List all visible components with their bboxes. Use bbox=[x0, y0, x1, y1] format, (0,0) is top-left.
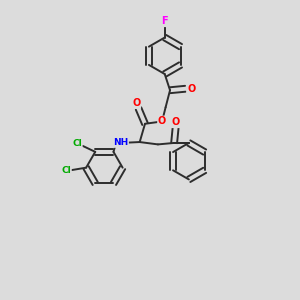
Text: NH: NH bbox=[113, 138, 128, 147]
Text: O: O bbox=[187, 84, 195, 94]
Text: O: O bbox=[158, 116, 166, 126]
Text: O: O bbox=[172, 117, 180, 127]
Text: Cl: Cl bbox=[72, 139, 82, 148]
Text: Cl: Cl bbox=[61, 166, 71, 175]
Text: O: O bbox=[132, 98, 140, 108]
Text: F: F bbox=[161, 16, 168, 26]
